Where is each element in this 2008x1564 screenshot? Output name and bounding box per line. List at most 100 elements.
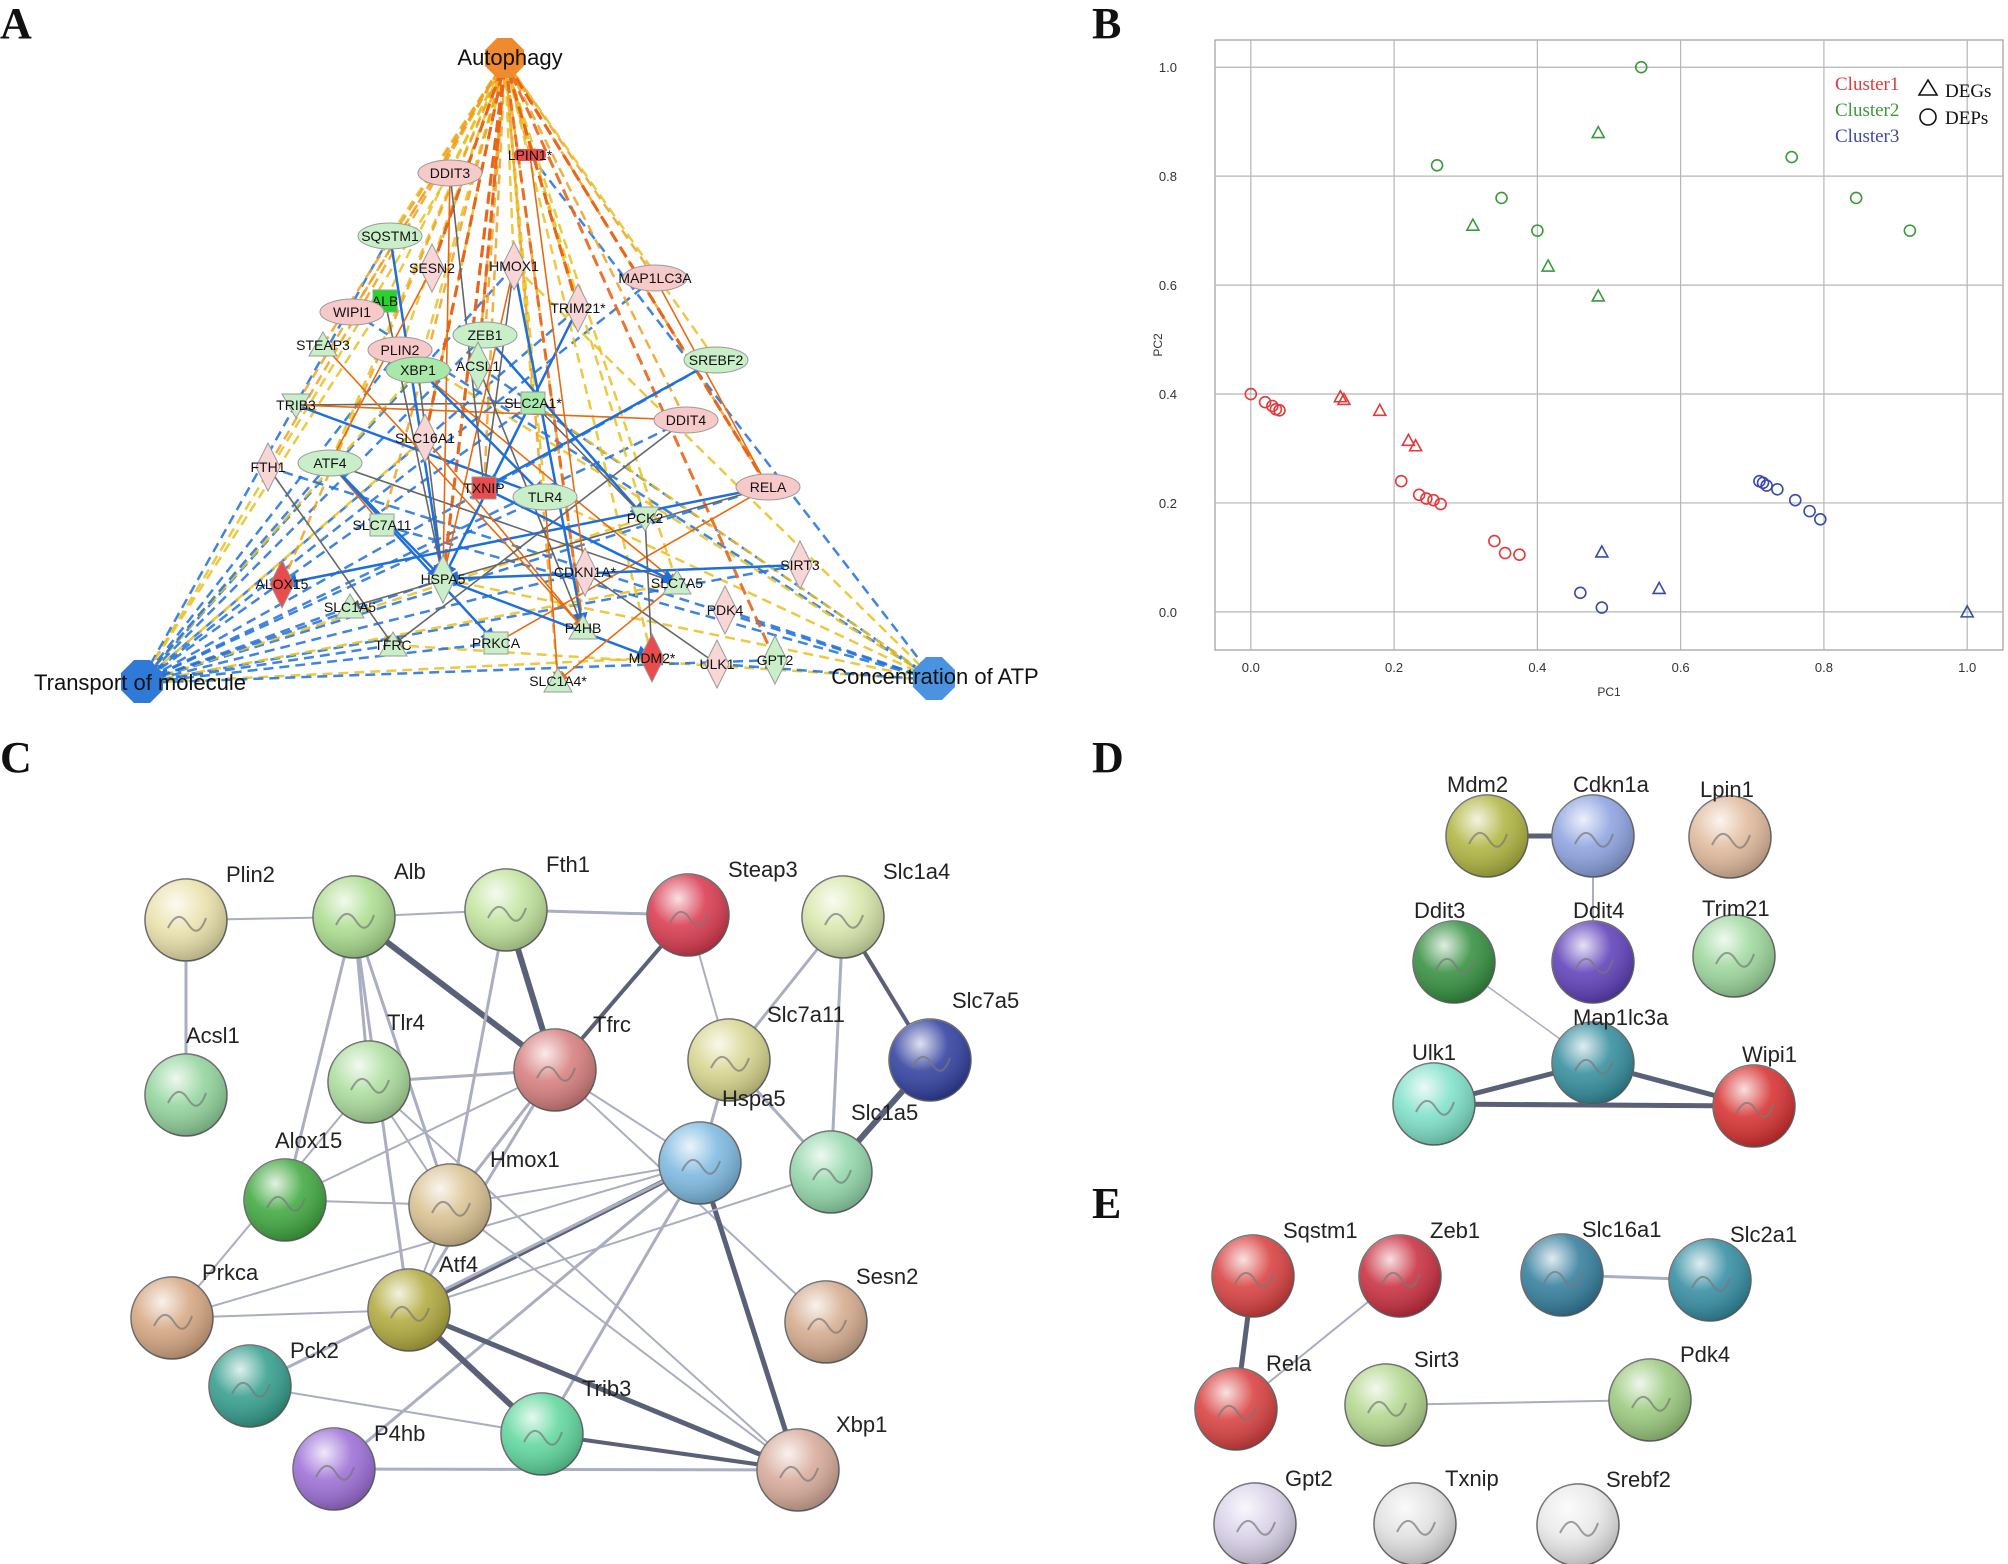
protein-node-prkca: Prkca: [130, 1260, 259, 1360]
gene-label: CDKN1A*: [554, 564, 617, 580]
ipa-hub-edge: [139, 437, 426, 684]
protein-label: Map1lc3a: [1573, 1005, 1669, 1030]
data-point-cluster3-circle: [1771, 483, 1784, 496]
ipa-hub-edge: [503, 59, 777, 661]
gene-shape: [417, 159, 483, 187]
gene-node-slc7a11: SLC7A11: [353, 513, 412, 537]
gene-shape: [762, 634, 788, 686]
ipa-hub-edge: [513, 265, 936, 681]
protein-node-hmox1: Hmox1: [408, 1147, 560, 1247]
gene-shape: [430, 553, 456, 605]
ipa-gene-edge: [584, 571, 718, 665]
gene-label: MAP1LC3A: [618, 270, 692, 286]
legend-cluster3: Cluster3: [1835, 126, 1899, 147]
ipa-gene-edge: [512, 265, 588, 629]
gene-shape: [297, 449, 363, 477]
gene-shape: [735, 473, 801, 501]
protein-structure-icon: [1574, 958, 1614, 974]
gene-shape: [704, 638, 730, 690]
data-point-cluster2-triangle: [1465, 217, 1481, 231]
gene-label: TLR4: [528, 489, 562, 505]
protein-node-tfrc: Tfrc: [513, 1012, 631, 1112]
gene-shape: [412, 412, 438, 464]
ipa-hub-edge: [321, 59, 507, 346]
gene-shape: [787, 539, 813, 591]
protein-structure-icon: [1691, 1276, 1731, 1292]
protein-label: Alb: [394, 859, 426, 884]
protein-structure-icon: [1415, 1100, 1455, 1116]
ipa-hub-edge: [503, 59, 516, 267]
ipa-gene-edge: [388, 235, 449, 580]
protein-node-atf4: Atf4: [367, 1252, 478, 1352]
data-point-cluster3-triangle: [1594, 544, 1610, 558]
gene-node-map1lc3a: MAP1LC3A: [618, 264, 692, 292]
gene-shape: [572, 546, 598, 598]
data-point-cluster1-circle: [1488, 534, 1501, 548]
data-point-cluster1-triangle: [1333, 389, 1348, 403]
protein-label: Alox15: [275, 1128, 342, 1153]
protein-structure-icon: [669, 911, 709, 927]
protein-node-ulk1: Ulk1: [1392, 1040, 1476, 1146]
gene-label: PCK2: [627, 510, 664, 526]
ipa-hub-edge: [139, 418, 687, 685]
data-point-cluster3-circle: [1788, 493, 1802, 507]
protein-label: Gpt2: [1285, 1466, 1333, 1491]
data-point-cluster1-circle: [1244, 387, 1258, 401]
protein-structure-icon: [315, 1465, 355, 1481]
protein-node-map1lc3a: Map1lc3a: [1551, 1005, 1669, 1105]
panel-label-b: B: [1092, 0, 1121, 48]
gene-node-acsl1: ACSL1: [456, 340, 500, 392]
x-tick-label: 0.4: [1528, 660, 1546, 675]
protein-node-trib3: Trib3: [500, 1376, 631, 1476]
pca-plot: 0.0 0.0 0.2 0.2 0.4 0.4 0.6 0.6 0.8 0.8 1.0 1.0 PC1 P…: [1151, 39, 2004, 699]
gene-shape: [712, 584, 738, 636]
protein-node-hspa5: Hspa5: [658, 1086, 786, 1205]
string-edge: [284, 1069, 556, 1201]
protein-structure-icon: [1574, 832, 1614, 848]
protein-node-rela: Rela: [1194, 1351, 1312, 1451]
string-edge: [540, 1162, 702, 1435]
protein-structure-icon: [812, 1168, 852, 1184]
protein-label: Ulk1: [1412, 1040, 1456, 1065]
ipa-gene-edge: [532, 402, 646, 519]
gene-label: SREBF2: [689, 352, 744, 368]
gene-label: ZEB1: [467, 327, 502, 343]
protein-label: Txnip: [1445, 1466, 1499, 1491]
gene-shape: [319, 298, 385, 326]
gene-shape: [308, 331, 338, 357]
data-point-cluster1-triangle: [1401, 432, 1416, 447]
gene-node-slc7a5: SLC7A5: [651, 569, 703, 595]
gene-shape: [662, 569, 692, 595]
ipa-gene-edge: [392, 419, 687, 646]
data-point-cluster3-circle: [1756, 476, 1770, 490]
protein-node-lpin1: Lpin1: [1688, 777, 1772, 879]
ipa-gene-edge: [349, 486, 769, 609]
ipa-gene-edge: [440, 265, 515, 580]
gene-shape: [471, 476, 497, 500]
ipa-gene-edge: [267, 466, 394, 646]
gene-label: SQSTM1: [361, 228, 419, 244]
string-edge: [449, 1204, 799, 1471]
gene-label: ALOX15: [256, 576, 309, 592]
protein-node-xbp1: Xbp1: [756, 1412, 887, 1512]
data-point-cluster2-circle: [1634, 60, 1648, 74]
protein-node-slc16a1: Slc16a1: [1520, 1217, 1662, 1317]
protein-label: Prkca: [202, 1260, 259, 1285]
protein-node-slc1a4: Slc1a4: [801, 859, 950, 959]
protein-structure-icon: [350, 1078, 390, 1094]
gene-label: ATF4: [313, 455, 346, 471]
ipa-gene-edge: [480, 265, 515, 489]
ipa-gene-edge: [483, 358, 717, 490]
protein-label: Plin2: [226, 862, 275, 887]
string-edge: [1385, 1399, 1651, 1406]
protein-structure-icon: [1396, 1520, 1436, 1536]
gene-label: GPT2: [757, 652, 794, 668]
gene-shape: [565, 282, 591, 334]
protein-label: Mdm2: [1447, 772, 1508, 797]
data-point-cluster3-circle: [1814, 512, 1827, 526]
protein-node-sesn2: Sesn2: [784, 1264, 918, 1364]
protein-node-alox15: Alox15: [243, 1128, 342, 1242]
gene-label: PLIN2: [381, 342, 420, 358]
protein-node-tlr4: Tlr4: [327, 1010, 425, 1124]
protein-label: Fth1: [546, 852, 590, 877]
